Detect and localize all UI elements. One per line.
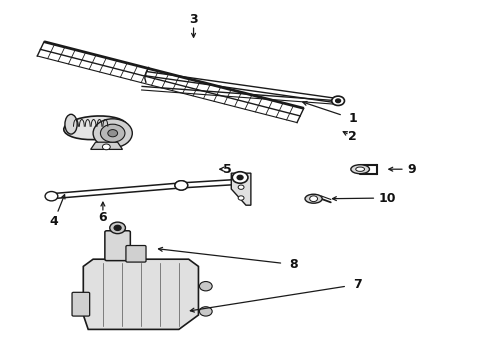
Circle shape (93, 119, 132, 148)
Text: 3: 3 (189, 13, 198, 26)
Text: 8: 8 (290, 258, 298, 271)
Circle shape (100, 124, 125, 142)
Ellipse shape (305, 194, 322, 203)
Circle shape (114, 225, 121, 230)
Circle shape (332, 96, 344, 105)
Circle shape (232, 172, 248, 183)
Ellipse shape (356, 167, 365, 171)
Circle shape (199, 282, 212, 291)
FancyBboxPatch shape (126, 246, 146, 262)
Polygon shape (231, 173, 251, 205)
Circle shape (110, 222, 125, 234)
Circle shape (237, 175, 243, 180)
Polygon shape (83, 259, 198, 329)
Circle shape (102, 144, 110, 150)
Text: 2: 2 (348, 130, 357, 143)
Text: 7: 7 (353, 278, 362, 291)
FancyBboxPatch shape (72, 292, 90, 316)
Ellipse shape (64, 116, 127, 140)
Circle shape (45, 192, 58, 201)
Text: 9: 9 (407, 163, 416, 176)
Polygon shape (91, 142, 122, 149)
Circle shape (238, 185, 244, 189)
Ellipse shape (65, 114, 77, 134)
FancyBboxPatch shape (105, 231, 130, 261)
Circle shape (336, 99, 341, 103)
Text: 5: 5 (223, 163, 232, 176)
Circle shape (238, 196, 244, 200)
Circle shape (199, 307, 212, 316)
Ellipse shape (351, 165, 369, 174)
Circle shape (175, 181, 188, 190)
Text: 10: 10 (378, 192, 396, 204)
Circle shape (310, 196, 318, 202)
Text: 1: 1 (348, 112, 357, 125)
Text: 4: 4 (49, 215, 58, 228)
Text: 6: 6 (98, 211, 107, 224)
Circle shape (108, 130, 118, 137)
Circle shape (175, 181, 188, 190)
